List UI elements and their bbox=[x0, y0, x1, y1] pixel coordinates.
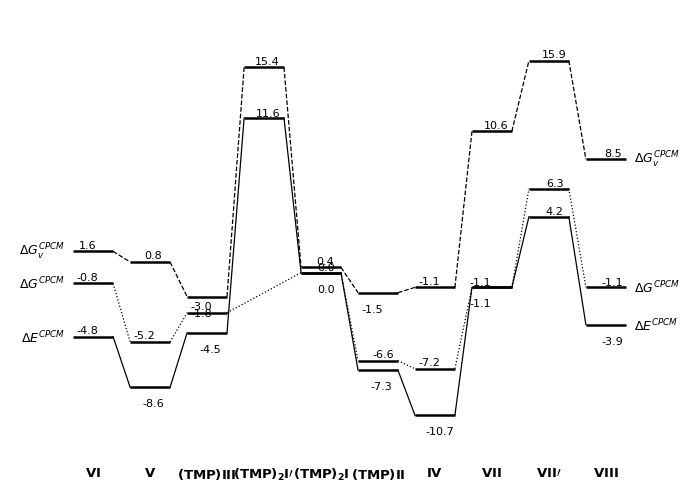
Text: $\Delta G_v^{CPCM}$: $\Delta G_v^{CPCM}$ bbox=[634, 150, 680, 170]
Text: -1.1: -1.1 bbox=[470, 299, 491, 309]
Text: $\mathbf{VI}$: $\mathbf{VI}$ bbox=[85, 466, 101, 479]
Text: -1.8: -1.8 bbox=[191, 308, 212, 318]
Text: -10.7: -10.7 bbox=[425, 427, 454, 436]
Text: -7.3: -7.3 bbox=[370, 381, 391, 391]
Text: -3.0: -3.0 bbox=[191, 302, 212, 311]
Text: $\mathbf{V}$: $\mathbf{V}$ bbox=[144, 466, 156, 479]
Text: 6.3: 6.3 bbox=[546, 179, 563, 189]
Text: -1.1: -1.1 bbox=[419, 276, 440, 286]
Text: -1.1: -1.1 bbox=[470, 278, 491, 287]
Text: $\mathbf{VII}$: $\mathbf{VII}$ bbox=[482, 466, 503, 479]
Text: 10.6: 10.6 bbox=[484, 121, 509, 130]
Text: $\mathbf{VIII}$: $\mathbf{VIII}$ bbox=[593, 466, 619, 479]
Text: -8.6: -8.6 bbox=[142, 399, 164, 408]
Text: -4.5: -4.5 bbox=[199, 344, 221, 354]
Text: -1.1: -1.1 bbox=[602, 278, 624, 287]
Text: 11.6: 11.6 bbox=[257, 108, 281, 119]
Text: $\mathbf{(TMP)_2I\prime}$: $\mathbf{(TMP)_2I\prime}$ bbox=[233, 466, 295, 482]
Text: $\Delta E^{CPCM}$: $\Delta E^{CPCM}$ bbox=[634, 317, 679, 333]
Text: $\mathbf{VII\prime}$: $\mathbf{VII\prime}$ bbox=[536, 466, 562, 479]
Text: 1.6: 1.6 bbox=[79, 240, 96, 250]
Text: -4.8: -4.8 bbox=[76, 325, 99, 335]
Text: -0.8: -0.8 bbox=[77, 272, 99, 282]
Text: $\mathbf{IV}$: $\mathbf{IV}$ bbox=[426, 466, 443, 479]
Text: -7.2: -7.2 bbox=[418, 357, 440, 367]
Text: -6.6: -6.6 bbox=[373, 349, 394, 359]
Text: $\Delta G^{CPCM}$: $\Delta G^{CPCM}$ bbox=[19, 276, 65, 292]
Text: $\Delta G^{CPCM}$: $\Delta G^{CPCM}$ bbox=[634, 280, 680, 296]
Text: -3.9: -3.9 bbox=[602, 336, 624, 346]
Text: -5.2: -5.2 bbox=[134, 331, 155, 341]
Text: 15.4: 15.4 bbox=[254, 57, 280, 66]
Text: $\mathbf{(TMP)III}$: $\mathbf{(TMP)III}$ bbox=[178, 466, 237, 481]
Text: 0.8: 0.8 bbox=[144, 251, 162, 261]
Text: -1.5: -1.5 bbox=[361, 304, 383, 314]
Text: $\mathbf{(TMP)II}$: $\mathbf{(TMP)II}$ bbox=[351, 466, 405, 481]
Text: $\Delta E^{CPCM}$: $\Delta E^{CPCM}$ bbox=[20, 329, 65, 346]
Text: 4.2: 4.2 bbox=[546, 207, 563, 217]
Text: $\mathbf{(TMP)_2I}$: $\mathbf{(TMP)_2I}$ bbox=[293, 466, 350, 482]
Text: 0.0: 0.0 bbox=[317, 263, 334, 273]
Text: 15.9: 15.9 bbox=[542, 50, 567, 60]
Text: 0.4: 0.4 bbox=[317, 256, 334, 266]
Text: $\Delta G_v^{CPCM}$: $\Delta G_v^{CPCM}$ bbox=[19, 242, 65, 262]
Text: 8.5: 8.5 bbox=[604, 148, 621, 158]
Text: 0.0: 0.0 bbox=[317, 284, 334, 294]
